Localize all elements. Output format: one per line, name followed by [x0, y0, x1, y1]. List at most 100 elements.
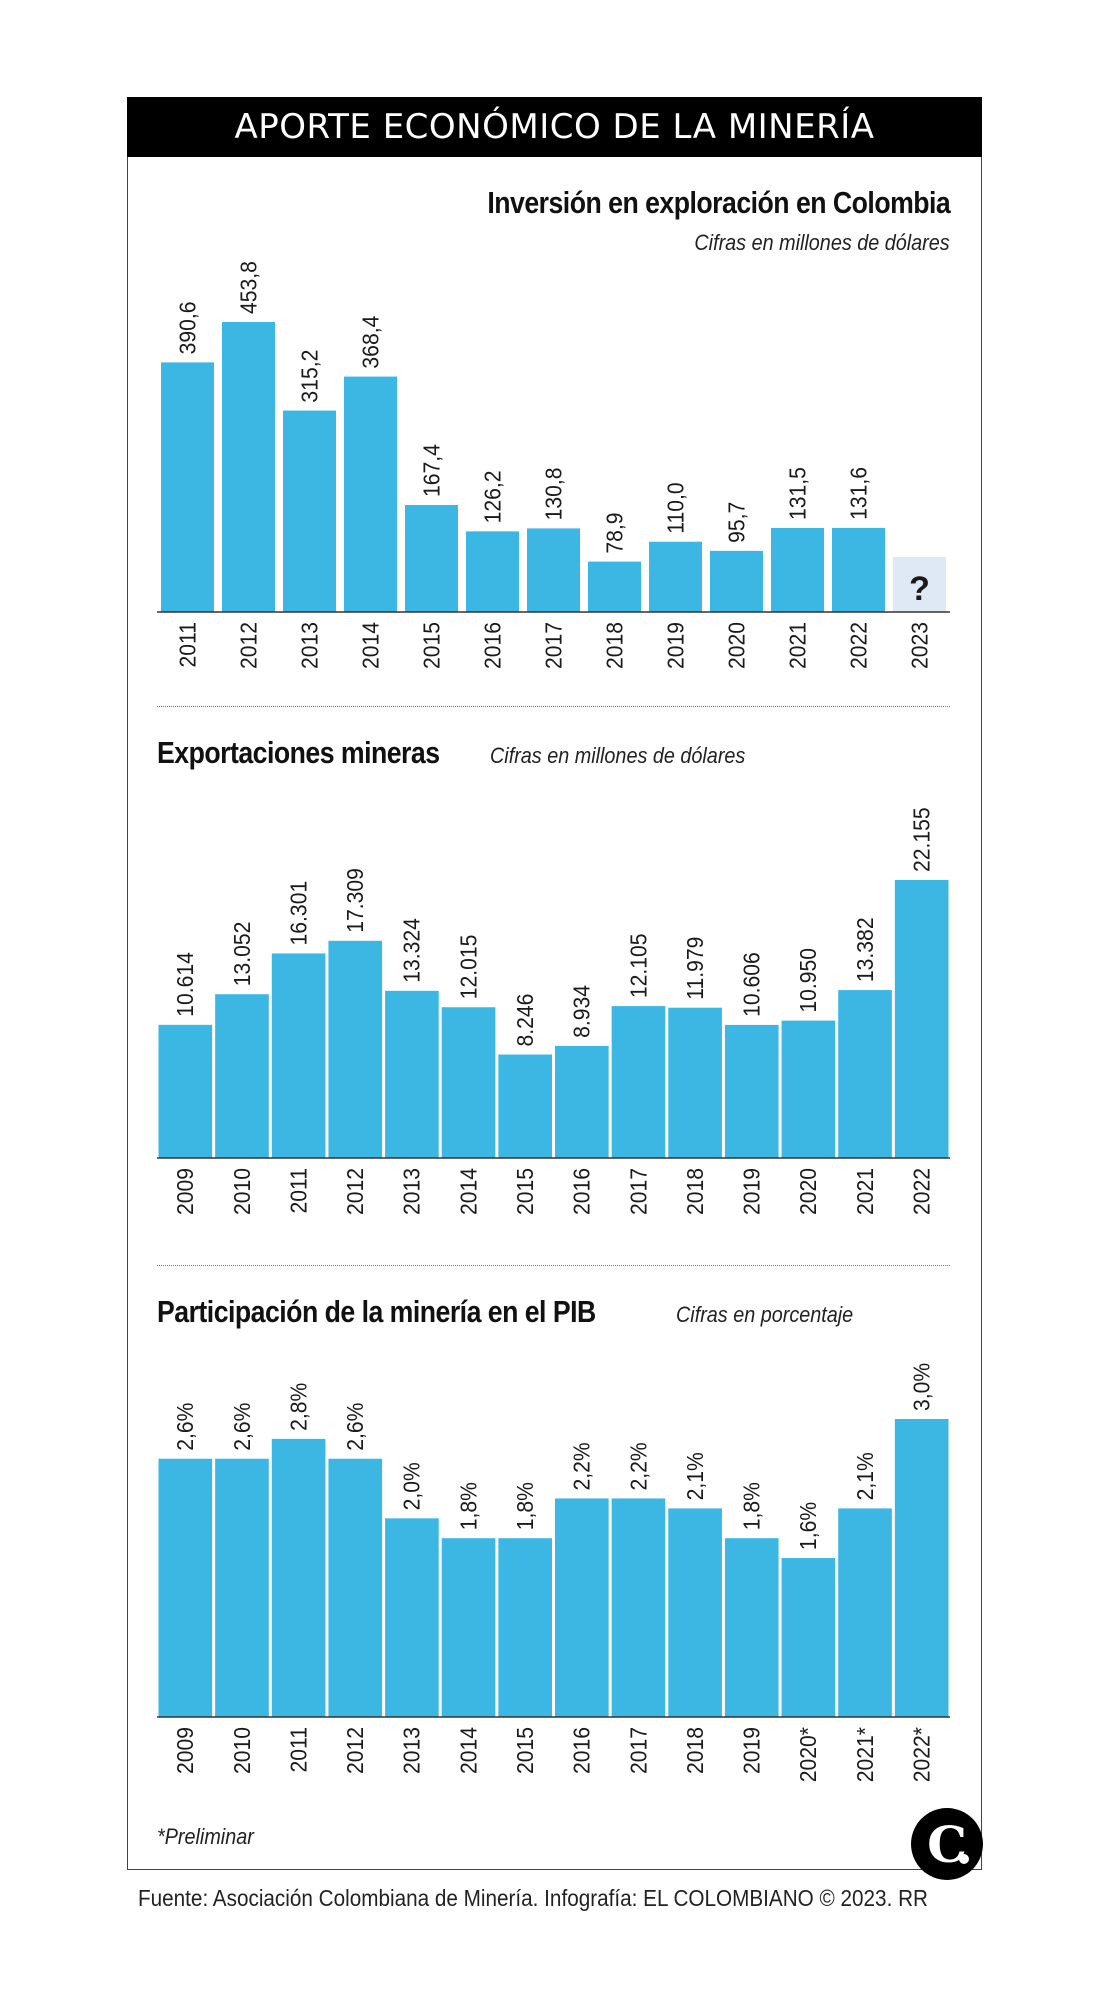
bar-placeholder — [893, 557, 946, 612]
bar-value-label: 126,2 — [479, 470, 505, 523]
bar — [838, 990, 892, 1158]
bar-value-label: 3,0% — [909, 1363, 935, 1411]
x-tick-label: 2020* — [795, 1727, 821, 1783]
bar-value-label: 13.052 — [229, 922, 255, 987]
chart-subtitle-exportaciones: Cifras en millones de dólares — [490, 743, 746, 768]
x-tick-label: 2012 — [235, 622, 261, 669]
x-tick-label: 2017 — [625, 1727, 651, 1774]
bar — [724, 1024, 779, 1158]
x-tick-label: 2011 — [286, 1727, 312, 1772]
x-tick-label: 2020 — [795, 1168, 821, 1215]
bar — [441, 1538, 496, 1717]
bar — [498, 1538, 552, 1717]
x-tick-label: 2017 — [625, 1168, 651, 1215]
x-tick-label: 2015 — [512, 1727, 538, 1774]
bar-value-label: 12.015 — [456, 935, 482, 1000]
bar-value-label: 13.324 — [399, 918, 425, 983]
x-tick-label: 2022 — [845, 622, 871, 669]
bar — [649, 541, 702, 612]
bar — [328, 940, 383, 1158]
bar-value-label: 78,9 — [601, 512, 627, 553]
x-tick-label: 2019 — [662, 622, 688, 669]
bar-value-label: 2,6% — [172, 1403, 198, 1451]
x-tick-label: 2012 — [342, 1168, 368, 1215]
bar — [781, 1020, 836, 1158]
x-tick-label: 2021 — [852, 1168, 878, 1215]
bar — [271, 1438, 326, 1717]
section-divider — [157, 706, 950, 707]
bar — [555, 1045, 609, 1158]
bar-value-label: 22.155 — [909, 807, 935, 872]
bar — [158, 1024, 213, 1158]
bar — [328, 1458, 383, 1717]
x-tick-label: 2021 — [784, 622, 810, 669]
bar — [385, 1518, 439, 1717]
source-credit: Fuente: Asociación Colombiana de Minería… — [138, 1885, 928, 1911]
x-tick-label: 2014 — [357, 622, 383, 669]
x-tick-label: 2014 — [456, 1168, 482, 1215]
chart-subtitle-pib: Cifras en porcentaje — [676, 1302, 854, 1327]
bar-value-label: 2,2% — [625, 1442, 651, 1490]
x-tick-label: 2018 — [682, 1727, 708, 1774]
x-tick-label: 2018 — [601, 622, 627, 669]
bar-value-label: 131,5 — [784, 467, 810, 520]
bar-value-label: 368,4 — [357, 316, 383, 369]
bar-value-label: 2,6% — [229, 1403, 255, 1451]
x-tick-label: 2011 — [286, 1168, 312, 1213]
bar — [838, 1508, 892, 1717]
bar-value-label: 390,6 — [174, 301, 200, 354]
bar — [344, 376, 397, 612]
bar — [555, 1498, 609, 1717]
x-tick-label: 2016 — [569, 1168, 595, 1215]
bar — [466, 531, 519, 612]
bar — [527, 528, 580, 612]
x-tick-label: 2010 — [229, 1168, 255, 1215]
bar — [771, 527, 824, 612]
bar-value-label: 2,1% — [682, 1452, 708, 1500]
x-tick-label: 2022* — [909, 1727, 935, 1783]
x-tick-label: 2022 — [909, 1168, 935, 1215]
bar-value-label: 8.246 — [512, 994, 538, 1047]
bar-value-label: 315,2 — [296, 350, 322, 403]
bar — [271, 953, 326, 1158]
x-tick-label: 2020 — [723, 622, 749, 669]
x-tick-label: 2009 — [172, 1727, 198, 1774]
bar — [222, 322, 275, 612]
bar-value-label: 2,2% — [569, 1442, 595, 1490]
x-tick-label: 2015 — [512, 1168, 538, 1215]
bar — [611, 1498, 666, 1717]
x-tick-label: 2010 — [229, 1727, 255, 1774]
x-tick-label: 2019 — [739, 1168, 765, 1215]
bar — [710, 550, 763, 612]
x-tick-label: 2018 — [682, 1168, 708, 1215]
bar-value-label: 13.382 — [852, 917, 878, 982]
x-tick-label: 2013 — [399, 1727, 425, 1774]
bar-value-label: 131,6 — [845, 467, 871, 520]
bar-value-label: 453,8 — [235, 261, 261, 314]
bar-value-label: 17.309 — [342, 868, 368, 933]
logo-dot — [959, 1854, 969, 1864]
bar-value-label: 2,6% — [342, 1403, 368, 1451]
bar — [215, 1458, 269, 1717]
bar-value-label: 10.606 — [739, 952, 765, 1017]
bar-value-label: 2,0% — [399, 1462, 425, 1510]
bar — [668, 1508, 722, 1717]
bar-value-label: 10.950 — [795, 948, 821, 1013]
bar — [724, 1538, 779, 1717]
bar-value-label: 10.614 — [172, 952, 198, 1017]
bar-value-label: 1,6% — [795, 1502, 821, 1550]
bar-value-label: 8.934 — [569, 985, 595, 1038]
bar-value-label: 1,8% — [512, 1482, 538, 1530]
x-tick-label: 2012 — [342, 1727, 368, 1774]
x-tick-label: 2021* — [852, 1727, 878, 1783]
bar — [405, 505, 458, 612]
bar — [215, 994, 269, 1158]
x-tick-label: 2014 — [456, 1727, 482, 1774]
bar — [441, 1007, 496, 1158]
bar-value-label: 16.301 — [286, 881, 312, 946]
bar-value-label: 2,8% — [286, 1383, 312, 1431]
x-tick-label: 2011 — [174, 622, 200, 667]
